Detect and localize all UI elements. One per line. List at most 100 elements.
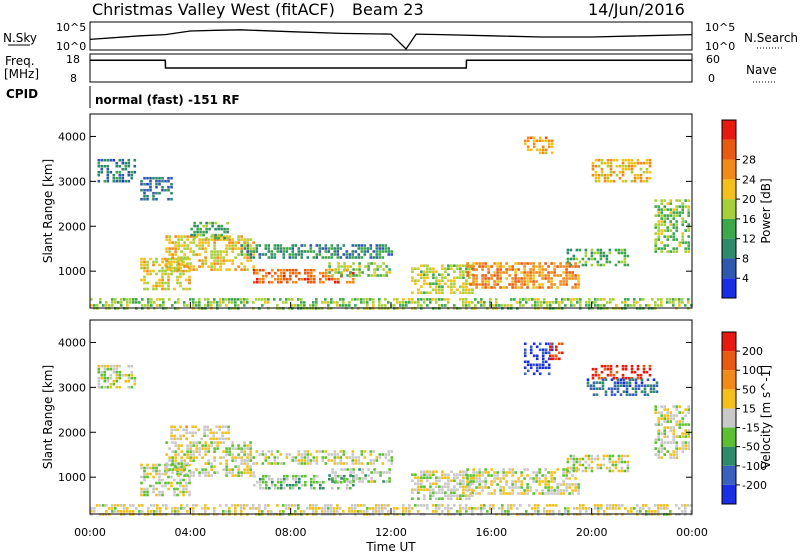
velocity-cell [358,477,361,480]
power-cell [340,274,343,277]
velocity-cell [528,504,531,507]
velocity-cell [444,491,447,494]
velocity-cell [243,453,246,456]
power-cell [339,247,343,250]
velocity-cell [567,507,570,510]
velocity-cell [188,478,191,482]
power-cell [496,274,499,277]
power-cell [666,214,669,217]
velocity-cell [523,360,527,364]
power-cell [468,291,471,294]
power-cell [654,223,657,226]
velocity-cell [253,474,256,478]
power-cell [252,250,256,253]
velocity-cell [297,453,301,456]
power-cell [155,257,158,261]
velocity-cell [550,480,553,483]
power-cell [198,247,201,250]
velocity-cell [171,468,174,471]
power-cell [654,232,657,235]
power-cell [183,265,186,268]
power-cell [173,266,176,270]
velocity-cell [450,507,453,510]
velocity-cell [337,480,340,483]
power-cell [465,288,468,291]
velocity-cell [222,456,225,459]
power-cell [393,304,396,307]
power-cell [681,298,684,301]
power-cell [687,208,690,211]
power-cell [115,170,119,174]
power-cell [199,230,202,234]
power-cell [475,286,478,289]
power-cell [201,265,204,268]
power-cell [196,233,199,237]
power-cell [331,268,334,272]
nsky-label: N.Sky [3,31,37,45]
power-cell [273,247,277,250]
velocity-cell [237,465,240,468]
velocity-cell [565,483,568,486]
power-cell [550,145,554,149]
power-cell [490,286,493,289]
velocity-cell [158,481,161,485]
colorbar-swatch [722,258,736,279]
velocity-cell [158,463,161,467]
velocity-cell [180,444,183,447]
velocity-cell [123,510,126,513]
power-cell [678,241,681,244]
velocity-cell [186,450,189,453]
power-cell [246,298,249,301]
power-cell [487,286,490,289]
velocity-cell [303,450,307,453]
power-cell [657,208,660,211]
power-cell [118,173,122,177]
velocity-cell [249,465,252,468]
velocity-cell [620,466,624,470]
velocity-cell [606,507,609,510]
power-cell [152,269,155,273]
power-cell [526,274,529,277]
power-cell [174,301,177,304]
velocity-cell [153,504,156,507]
power-cell [630,167,634,171]
velocity-cell [292,477,295,481]
velocity-cell [155,487,158,491]
power-cell [149,269,152,273]
power-cell [382,268,385,271]
velocity-cell [270,450,274,453]
velocity-cell [130,385,134,389]
power-cell [161,269,164,273]
velocity-cell [687,435,690,438]
velocity-cell [268,474,271,478]
power-cell [273,244,277,247]
power-cell [146,188,149,192]
velocity-cell [444,476,447,479]
velocity-cell [204,462,207,465]
velocity-cell [624,507,627,510]
power-cell [315,244,319,247]
velocity-cell [146,493,149,497]
velocity-cell [327,507,330,510]
power-cell [234,256,237,259]
power-cell [310,268,313,272]
velocity-cell [675,450,678,453]
power-cell [164,281,167,285]
velocity-cell [532,363,536,367]
velocity-cell [535,363,539,367]
velocity-cell [501,507,504,510]
velocity-cell [426,476,429,479]
velocity-cell [164,481,167,485]
power-cell [226,221,229,225]
power-cell [195,268,198,271]
velocity-cell [171,459,174,462]
power-cell [681,301,684,304]
velocity-cell [174,507,177,510]
power-cell [420,273,423,276]
power-cell [438,298,441,301]
power-cell [158,191,161,195]
power-cell [189,262,192,265]
y-tick-label: 3000 [58,175,86,188]
power-cell [417,298,420,301]
velocity-cell [152,484,155,488]
